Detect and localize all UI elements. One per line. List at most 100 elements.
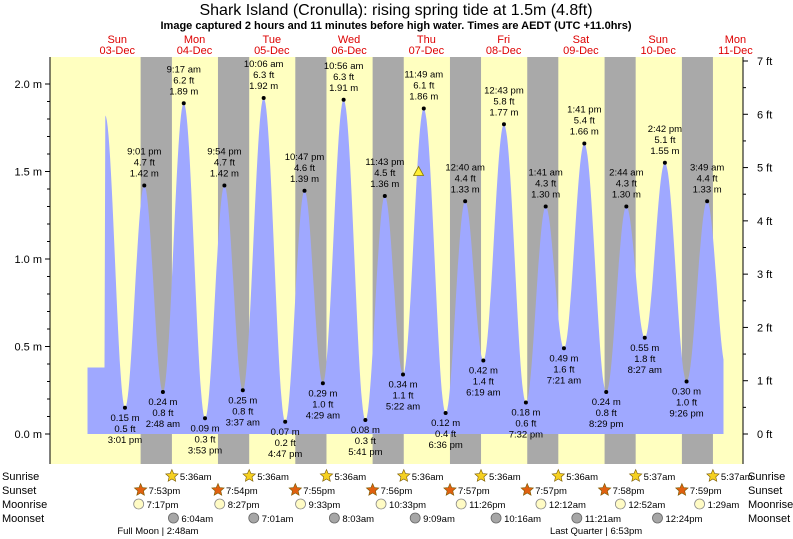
high-tide-point bbox=[382, 194, 387, 198]
day-date-label: 07-Dec bbox=[409, 45, 445, 57]
sunrise-icon bbox=[706, 468, 720, 482]
high-tide-time: 2:42 pm bbox=[648, 124, 682, 135]
high-tide-ft: 4.7 ft bbox=[214, 158, 235, 169]
high-tide-point bbox=[624, 204, 629, 209]
day-date-label: 06-Dec bbox=[331, 45, 367, 57]
high-tide-ft: 4.5 ft bbox=[374, 168, 395, 179]
moonset-time: 12:24pm bbox=[665, 514, 702, 525]
y-tick-label-ft: 4 ft bbox=[757, 216, 772, 228]
day-name-label: Mon bbox=[725, 34, 746, 46]
moonset-time: 8:03am bbox=[342, 514, 374, 525]
high-tide-time: 3:49 am bbox=[690, 162, 724, 173]
high-tide-m: 1.42 m bbox=[210, 169, 239, 180]
low-tide-time: 9:26 pm bbox=[669, 409, 703, 420]
sunset-time: 7:57pm bbox=[458, 486, 490, 497]
sunrise-time: 5:36am bbox=[489, 472, 521, 483]
high-tide-point bbox=[501, 122, 506, 127]
low-tide-m: 0.08 m bbox=[351, 425, 380, 436]
low-tide-point bbox=[122, 405, 127, 410]
moonrise-time: 9:33pm bbox=[309, 500, 341, 511]
sunrise-time: 5:36am bbox=[257, 472, 289, 483]
high-tide-m: 1.92 m bbox=[249, 81, 278, 92]
low-tide-ft: 0.2 ft bbox=[275, 438, 296, 449]
moonset-icon bbox=[409, 512, 421, 524]
moonset-icon bbox=[168, 512, 179, 524]
high-tide-time: 2:44 am bbox=[609, 168, 643, 179]
high-tide-point bbox=[181, 101, 186, 106]
low-tide-ft: 1.0 ft bbox=[312, 399, 333, 410]
sunset-icon bbox=[288, 482, 303, 496]
moonrise-time: 12:12am bbox=[549, 500, 586, 511]
sunrise-icon bbox=[242, 468, 257, 482]
low-tide-ft: 0.8 ft bbox=[596, 408, 617, 419]
y-tick-label-ft: 2 ft bbox=[757, 322, 772, 334]
sunset-icon bbox=[365, 482, 380, 496]
moonrise-time: 12:52am bbox=[628, 500, 665, 511]
low-tide-point bbox=[523, 400, 528, 405]
high-tide-m: 1.33 m bbox=[451, 184, 480, 195]
moonrise-icon bbox=[694, 498, 706, 510]
y-tick-label-ft: 0 ft bbox=[757, 429, 772, 441]
high-tide-m: 1.66 m bbox=[570, 127, 599, 138]
low-tide-point bbox=[684, 379, 689, 384]
low-tide-m: 0.09 m bbox=[190, 423, 219, 434]
high-tide-m: 1.36 m bbox=[370, 179, 399, 190]
y-tick-label-m: 0.5 m bbox=[14, 342, 42, 354]
high-tide-point bbox=[341, 97, 346, 102]
high-tide-ft: 4.3 ft bbox=[535, 179, 556, 190]
high-tide-m: 1.30 m bbox=[531, 190, 560, 201]
low-tide-ft: 0.8 ft bbox=[232, 406, 253, 417]
high-tide-m: 1.86 m bbox=[409, 92, 438, 103]
low-tide-ft: 1.8 ft bbox=[634, 354, 655, 365]
moonrise-row-label-right: Moonrise bbox=[748, 499, 793, 511]
low-tide-ft: 1.1 ft bbox=[392, 391, 413, 402]
high-tide-point bbox=[421, 106, 426, 111]
low-tide-point bbox=[443, 411, 448, 415]
high-tide-m: 1.77 m bbox=[489, 107, 518, 118]
day-name-label: Sun bbox=[107, 34, 127, 46]
moonrise-time: 11:26pm bbox=[469, 500, 505, 511]
low-tide-point bbox=[320, 381, 325, 386]
low-tide-time: 4:47 pm bbox=[268, 449, 302, 460]
high-tide-point bbox=[261, 96, 266, 100]
high-tide-ft: 4.4 ft bbox=[697, 173, 718, 184]
low-tide-m: 0.49 m bbox=[549, 353, 578, 364]
y-tick-label-m: 0.0 m bbox=[14, 429, 42, 441]
high-tide-ft: 6.2 ft bbox=[173, 75, 194, 86]
low-tide-time: 5:22 am bbox=[386, 402, 420, 413]
low-tide-point bbox=[481, 358, 486, 363]
y-tick-label-ft: 6 ft bbox=[757, 109, 772, 121]
day-date-label: 05-Dec bbox=[254, 45, 290, 57]
moonrise-icon bbox=[133, 498, 145, 510]
high-tide-point bbox=[662, 160, 667, 165]
moon-phase-label: Full Moon | 2:48am bbox=[117, 526, 198, 537]
moonrise-icon bbox=[214, 498, 226, 510]
low-tide-time: 6:19 am bbox=[466, 388, 500, 399]
high-tide-point bbox=[543, 204, 548, 209]
high-tide-m: 1.33 m bbox=[693, 184, 722, 195]
high-tide-time: 11:49 am bbox=[404, 70, 443, 81]
extreme-annotations: 0.15 m0.5 ft3:01 pm9:01 pm4.7 ft1.42 m0.… bbox=[108, 59, 725, 460]
sunrise-icon bbox=[164, 468, 179, 482]
moonrise-icon bbox=[535, 498, 547, 510]
sunset-time: 7:59pm bbox=[690, 486, 722, 497]
high-tide-m: 1.42 m bbox=[130, 169, 159, 180]
high-tide-time: 9:01 pm bbox=[127, 147, 161, 158]
y-tick-label-ft: 1 ft bbox=[757, 376, 772, 388]
sunset-icon bbox=[674, 482, 689, 496]
moonrise-icon bbox=[295, 498, 306, 510]
moon-phase-label: Last Quarter | 6:53pm bbox=[550, 526, 642, 537]
sunrise-time: 5:36am bbox=[334, 472, 366, 483]
low-tide-ft: 0.8 ft bbox=[152, 408, 173, 419]
high-tide-point bbox=[302, 188, 307, 193]
day-name-label: Thu bbox=[417, 34, 436, 46]
sunrise-row-label-right: Sunrise bbox=[748, 471, 785, 483]
y-tick-label-m: 2.0 m bbox=[14, 79, 42, 91]
high-tide-ft: 5.1 ft bbox=[654, 135, 675, 146]
moonrise-row-label-left: Moonrise bbox=[2, 499, 47, 511]
high-tide-point bbox=[142, 183, 147, 188]
moonrise-icon bbox=[375, 498, 387, 510]
moonrise-time: 7:17pm bbox=[147, 500, 179, 511]
sunrise-icon bbox=[628, 468, 643, 482]
sunset-icon bbox=[520, 482, 535, 496]
